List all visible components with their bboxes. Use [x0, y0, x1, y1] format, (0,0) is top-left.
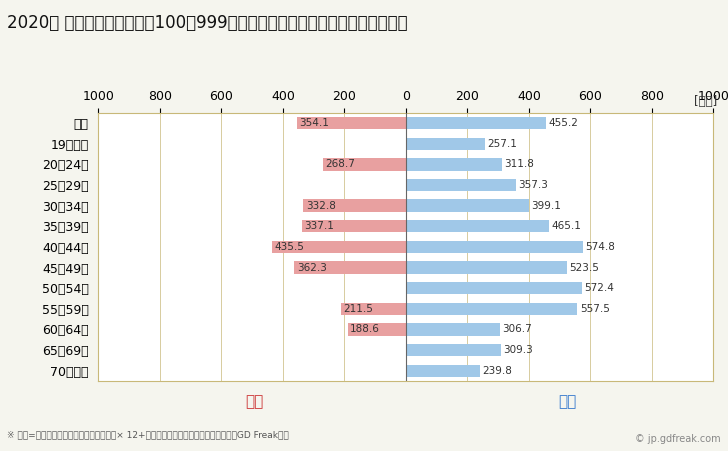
Text: 362.3: 362.3: [297, 262, 327, 272]
Bar: [406, 220, 549, 232]
Text: 557.5: 557.5: [579, 304, 609, 314]
Bar: [323, 158, 406, 170]
Text: 399.1: 399.1: [531, 201, 561, 211]
Text: ※ 年収=「きまって支給する現金給与額」× 12+「年間賞与その他特別給与額」としてGD Freak推計: ※ 年収=「きまって支給する現金給与額」× 12+「年間賞与その他特別給与額」と…: [7, 431, 289, 440]
Bar: [406, 138, 485, 150]
Text: 523.5: 523.5: [569, 262, 599, 272]
Text: 354.1: 354.1: [299, 118, 329, 128]
Bar: [406, 117, 546, 129]
Text: 311.8: 311.8: [505, 159, 534, 170]
Text: 309.3: 309.3: [504, 345, 533, 355]
Text: 435.5: 435.5: [274, 242, 304, 252]
Bar: [406, 262, 567, 274]
Text: 女性: 女性: [245, 394, 264, 409]
Text: 357.3: 357.3: [518, 180, 548, 190]
Bar: [348, 323, 406, 336]
Bar: [406, 323, 500, 336]
Bar: [294, 262, 406, 274]
Text: 239.8: 239.8: [482, 366, 512, 376]
Text: 211.5: 211.5: [344, 304, 373, 314]
Bar: [406, 199, 529, 212]
Text: 2020年 民間企業（従業者数100〜999人）フルタイム労働者の男女別平均年収: 2020年 民間企業（従業者数100〜999人）フルタイム労働者の男女別平均年収: [7, 14, 408, 32]
Bar: [406, 303, 577, 315]
Text: 455.2: 455.2: [548, 118, 578, 128]
Text: 572.4: 572.4: [585, 283, 614, 293]
Bar: [302, 220, 406, 232]
Bar: [406, 364, 480, 377]
Text: 337.1: 337.1: [304, 221, 334, 231]
Text: © jp.gdfreak.com: © jp.gdfreak.com: [635, 434, 721, 444]
Bar: [406, 344, 501, 356]
Bar: [406, 282, 582, 295]
Bar: [297, 117, 406, 129]
Text: 465.1: 465.1: [551, 221, 581, 231]
Bar: [406, 158, 502, 170]
Bar: [406, 241, 582, 253]
Text: 男性: 男性: [558, 394, 577, 409]
Text: [万円]: [万円]: [694, 95, 717, 108]
Bar: [304, 199, 406, 212]
Text: 574.8: 574.8: [585, 242, 615, 252]
Text: 268.7: 268.7: [325, 159, 355, 170]
Bar: [272, 241, 406, 253]
Text: 306.7: 306.7: [502, 324, 532, 335]
Bar: [341, 303, 406, 315]
Bar: [406, 179, 515, 191]
Text: 332.8: 332.8: [306, 201, 336, 211]
Text: 188.6: 188.6: [350, 324, 380, 335]
Text: 257.1: 257.1: [488, 139, 518, 149]
